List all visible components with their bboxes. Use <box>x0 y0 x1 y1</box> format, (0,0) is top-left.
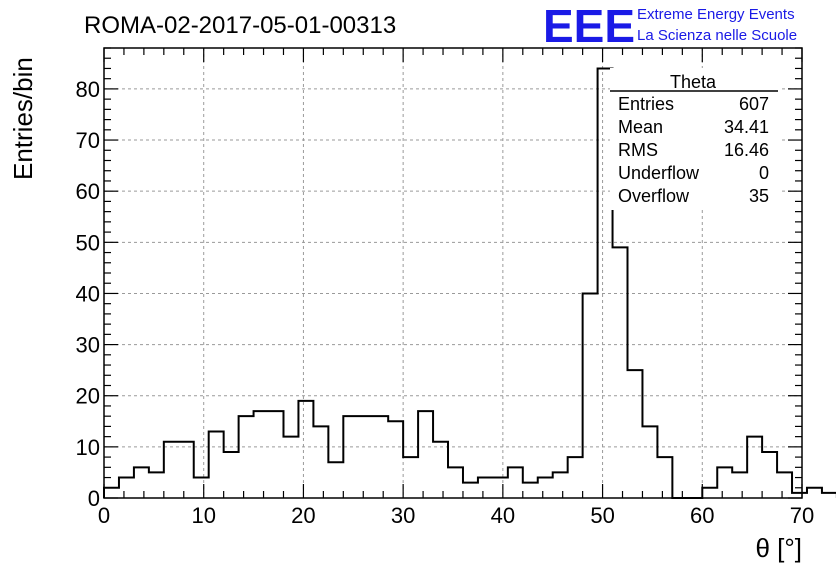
histogram-bin <box>269 411 284 498</box>
histogram-bin <box>149 472 164 498</box>
y-tick-label: 60 <box>76 179 100 204</box>
x-tick-label: 30 <box>391 503 415 528</box>
stats-label: Underflow <box>618 163 700 183</box>
histogram-bin <box>553 472 568 498</box>
histogram-bin <box>358 416 373 498</box>
axis-ticks <box>103 47 803 499</box>
x-tick-label: 40 <box>491 503 515 528</box>
logo-line-1: Extreme Energy Events <box>637 6 795 23</box>
y-tick-label: 10 <box>76 435 100 460</box>
histogram-bin <box>179 442 194 498</box>
y-tick-label: 0 <box>88 486 100 511</box>
histogram-bin <box>418 411 433 498</box>
histogram-bin <box>478 478 493 498</box>
histogram-bin <box>313 426 328 498</box>
histogram-bin <box>493 478 508 498</box>
histogram-bin <box>164 442 179 498</box>
y-tick-label: 20 <box>76 384 100 409</box>
histogram-bin <box>254 411 269 498</box>
histogram-bin <box>328 462 343 498</box>
stats-label: RMS <box>618 140 658 160</box>
histogram-bin <box>657 457 672 498</box>
histogram-bin <box>119 478 134 498</box>
stats-label: Entries <box>618 94 674 114</box>
histogram-bin <box>807 488 822 498</box>
histogram-bin <box>104 488 119 498</box>
stats-label: Overflow <box>618 186 690 206</box>
histogram-bin <box>822 493 836 498</box>
histogram-bin <box>463 483 478 498</box>
stats-value: 0 <box>759 163 769 183</box>
logo-line-2: La Scienza nelle Scuole <box>637 27 797 44</box>
stats-value: 35 <box>749 186 769 206</box>
histogram-bin <box>373 416 388 498</box>
y-axis-title: Entries/bin <box>8 57 38 180</box>
histogram-bin <box>777 472 792 498</box>
histogram-bin <box>388 421 403 498</box>
stats-value: 607 <box>739 94 769 114</box>
x-tick-label: 50 <box>590 503 614 528</box>
histogram-bin <box>762 452 777 498</box>
histogram-bin <box>538 478 553 498</box>
y-tick-label: 80 <box>76 77 100 102</box>
histogram-bin <box>702 488 717 498</box>
x-tick-label: 70 <box>790 503 814 528</box>
stats-rows: Entries 607 Mean 34.41 RMS 16.46 Underflow 0 Ove… <box>618 94 769 206</box>
stats-value: 16.46 <box>724 140 769 160</box>
histogram-bin <box>747 437 762 498</box>
histogram-bin <box>239 416 254 498</box>
x-tick-label: 20 <box>291 503 315 528</box>
y-tick-label: 70 <box>76 128 100 153</box>
y-tick-labels: 0 10 20 30 40 50 60 70 80 <box>76 77 100 511</box>
histogram-bin <box>583 293 598 498</box>
stats-label: Mean <box>618 117 663 137</box>
stats-box: Theta Entries 607 Mean 34.41 RMS 16.46 Underfl… <box>610 68 780 210</box>
histogram-bin <box>642 426 657 498</box>
stats-box-title: Theta <box>670 72 717 92</box>
histogram-bin <box>403 457 418 498</box>
histogram-bin <box>568 457 583 498</box>
histogram-series-line <box>103 67 836 499</box>
histogram-bin <box>283 437 298 498</box>
x-tick-label: 10 <box>191 503 215 528</box>
histogram-bin <box>194 478 209 498</box>
x-tick-label: 60 <box>690 503 714 528</box>
histogram-bin <box>209 432 224 498</box>
histogram-bin <box>298 401 313 498</box>
logo-mark: EEE <box>543 0 635 52</box>
histogram-bin <box>732 472 747 498</box>
x-tick-labels: 0 10 20 30 40 50 60 70 <box>98 503 814 528</box>
histogram-bin <box>628 370 643 498</box>
histogram-bin <box>134 467 149 498</box>
x-axis-title: θ [°] <box>755 533 802 563</box>
histogram-bin <box>508 467 523 498</box>
histogram-bin <box>433 442 448 498</box>
chart-title: ROMA-02-2017-05-01-00313 <box>84 12 396 39</box>
histogram-bin <box>448 467 463 498</box>
histogram-bin <box>792 493 807 498</box>
eee-logo: EEE Extreme Energy Events La Scienza nel… <box>543 0 797 52</box>
histogram-bin <box>343 416 358 498</box>
y-tick-label: 30 <box>76 333 100 358</box>
x-tick-label: 0 <box>98 503 110 528</box>
y-tick-label: 40 <box>76 281 100 306</box>
histogram-bin <box>523 483 538 498</box>
stats-value: 34.41 <box>724 117 769 137</box>
y-tick-label: 50 <box>76 230 100 255</box>
histogram-bin <box>224 452 239 498</box>
histogram-bin <box>613 247 628 498</box>
histogram-bin <box>717 467 732 498</box>
